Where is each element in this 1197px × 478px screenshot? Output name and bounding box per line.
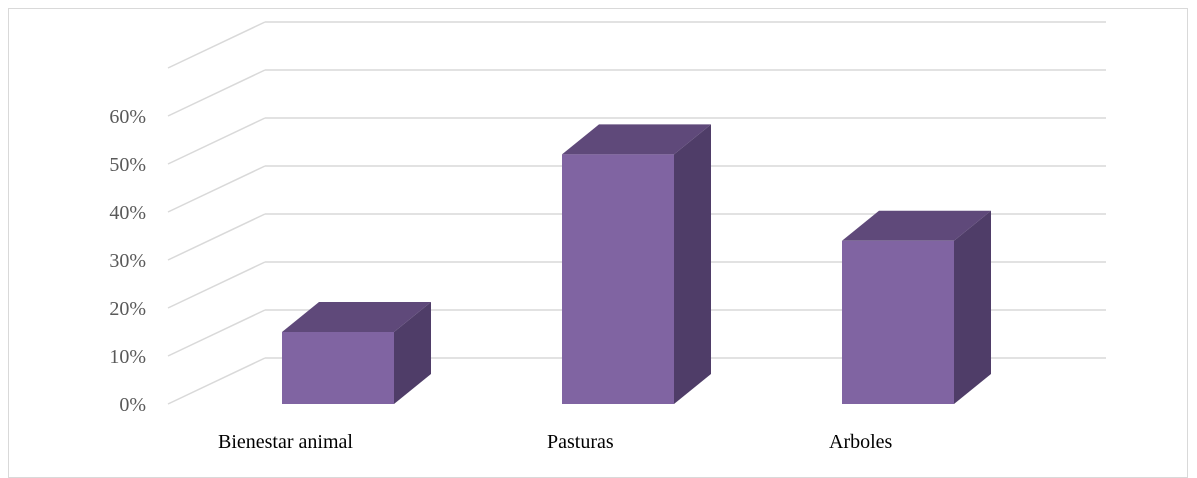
x-axis-categories: Bienestar animal Pasturas Arboles [218, 431, 893, 453]
bar-top [842, 210, 991, 241]
y-tick-label: 10% [109, 346, 146, 368]
bar [842, 210, 991, 404]
bar-side [394, 302, 431, 404]
x-category-label: Pasturas [547, 431, 614, 453]
y-tick-label: 50% [109, 154, 146, 176]
y-tick-label: 40% [109, 202, 146, 224]
gridline-diagonal [167, 309, 266, 357]
gridline-diagonal [167, 117, 266, 165]
gridline-diagonal [167, 357, 266, 405]
y-tick-label: 60% [109, 106, 146, 128]
y-axis-ticks: 0% 10% 20% 30% 40% 50% 60% [109, 106, 146, 416]
bar [282, 302, 431, 404]
gridline-diagonal [167, 165, 266, 213]
bar-chart-3d: 0% 10% 20% 30% 40% 50% 60% Bienestar animal Pas… [109, 21, 1106, 453]
gridline-diagonal [167, 213, 266, 261]
bar-side [954, 210, 991, 404]
gridline-diagonal [167, 261, 266, 309]
y-tick-label: 30% [109, 250, 146, 272]
y-tick-label: 20% [109, 298, 146, 320]
bar [562, 124, 711, 405]
x-category-label: Arboles [829, 431, 893, 453]
bar-front [842, 240, 954, 404]
y-tick-label: 0% [119, 394, 146, 416]
bar-front [562, 154, 674, 404]
bar-front [282, 332, 394, 404]
bar-side [674, 124, 711, 405]
bars [282, 124, 991, 405]
gridline-diagonal [167, 21, 266, 69]
gridline-diagonal [167, 69, 266, 117]
bar-top [282, 302, 431, 332]
bar-top [562, 124, 711, 155]
x-category-label: Bienestar animal [218, 431, 353, 453]
